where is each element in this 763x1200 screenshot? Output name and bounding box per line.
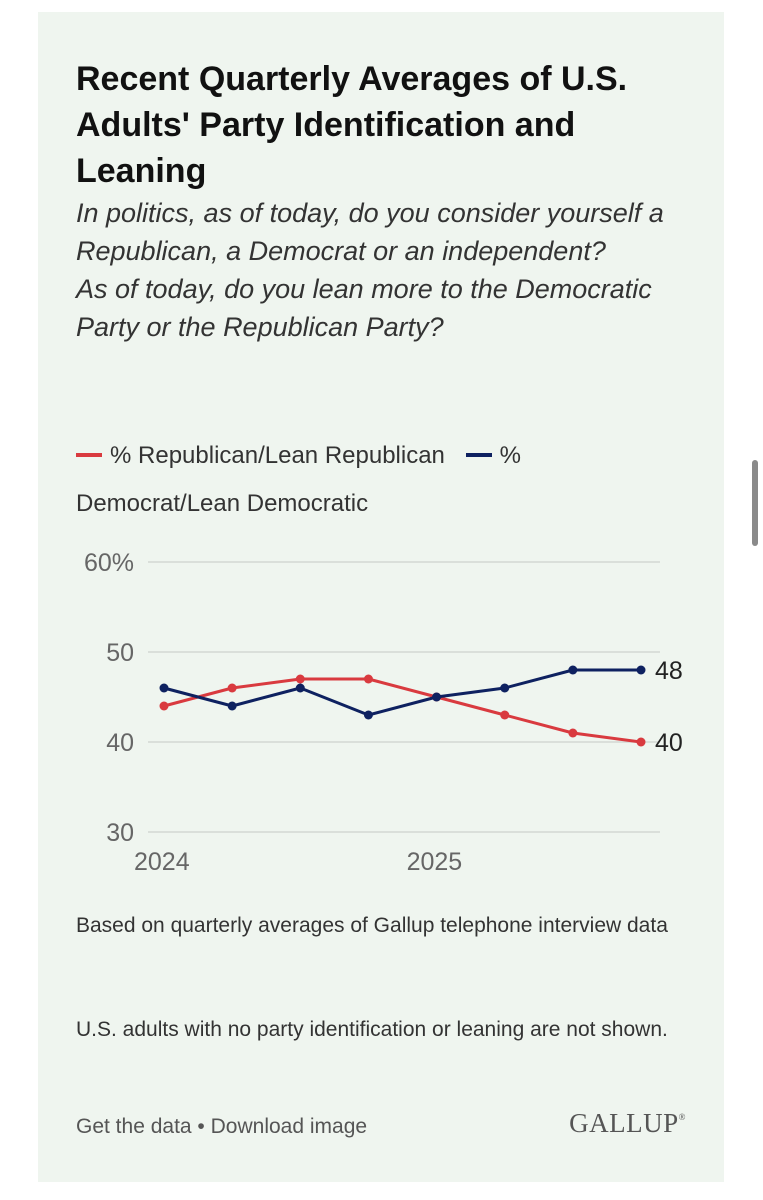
chart-title: Recent Quarterly Averages of U.S. Adults… [76, 60, 628, 190]
end-label-democrat: 48 [655, 657, 683, 685]
point-democrat-0 [159, 683, 169, 693]
legend-swatch-republican [76, 452, 102, 457]
series-line-democrat [163, 668, 641, 717]
point-republican-5 [500, 710, 510, 720]
legend-swatch-democrat [465, 452, 492, 457]
point-democrat-6 [568, 665, 578, 675]
legend-label-republican: % Republican/Lean Republican [110, 442, 445, 469]
gallup-logo-text: GALLUP [569, 1108, 679, 1138]
method-note: Based on quarterly averages of Gallup te… [76, 914, 668, 937]
x-tick-label: 2024 [134, 848, 190, 876]
y-tick-label: 60% [84, 549, 134, 577]
footer-separator: • [191, 1115, 211, 1138]
get-data-link[interactable]: Get the data [76, 1115, 192, 1138]
footer-links: Get the data • Download image [76, 1112, 367, 1142]
chart-card: Recent Quarterly Averages of U.S. Adults… [38, 12, 724, 1182]
point-republican-3 [363, 674, 373, 684]
y-tick-label: 40 [106, 729, 134, 757]
point-democrat-2 [295, 683, 305, 693]
grid-layer [148, 561, 660, 833]
line-chart: 60% 50 40 30 2024 2025 40 48 [84, 549, 683, 876]
point-democrat-7 [636, 665, 646, 675]
point-republican-6 [568, 728, 578, 738]
y-tick-label: 50 [106, 639, 134, 667]
point-republican-1 [227, 683, 237, 693]
point-democrat-3 [363, 710, 373, 720]
end-label-republican: 40 [655, 729, 683, 757]
point-democrat-4 [432, 692, 442, 702]
x-axis-labels: 2024 2025 [134, 848, 462, 876]
subtitle-question-2: As of today, do you lean more to the Dem… [76, 274, 652, 342]
gallup-logo: GALLUP® [569, 1108, 686, 1139]
x-tick-label: 2025 [407, 848, 463, 876]
subtitle-question-1: In politics, as of today, do you conside… [76, 198, 664, 266]
point-republican-2 [295, 674, 305, 684]
page-scrollbar[interactable] [752, 460, 758, 546]
gallup-logo-mark: ® [678, 1112, 686, 1122]
series-layer: 40 48 [159, 657, 683, 757]
chart-subtitle: In politics, as of today, do you conside… [76, 194, 686, 346]
point-republican-7 [636, 737, 646, 747]
exclusion-note: U.S. adults with no party identification… [76, 1018, 668, 1041]
y-tick-label: 30 [106, 819, 134, 847]
legend-label-democrat: % Democrat/Lean Democratic [76, 442, 521, 517]
point-republican-0 [159, 701, 169, 711]
download-image-link[interactable]: Download image [210, 1115, 368, 1138]
legend-item-republican: % Republican/Lean Republican [76, 442, 445, 469]
chart-legend: % Republican/Lean Republican % Democrat/… [76, 432, 636, 528]
y-axis-labels: 60% 50 40 30 [84, 549, 134, 847]
legend-item-democrat: % Democrat/Lean Democratic [76, 442, 521, 517]
series-line-republican [163, 677, 642, 744]
point-democrat-1 [227, 701, 237, 711]
point-democrat-5 [500, 683, 510, 693]
